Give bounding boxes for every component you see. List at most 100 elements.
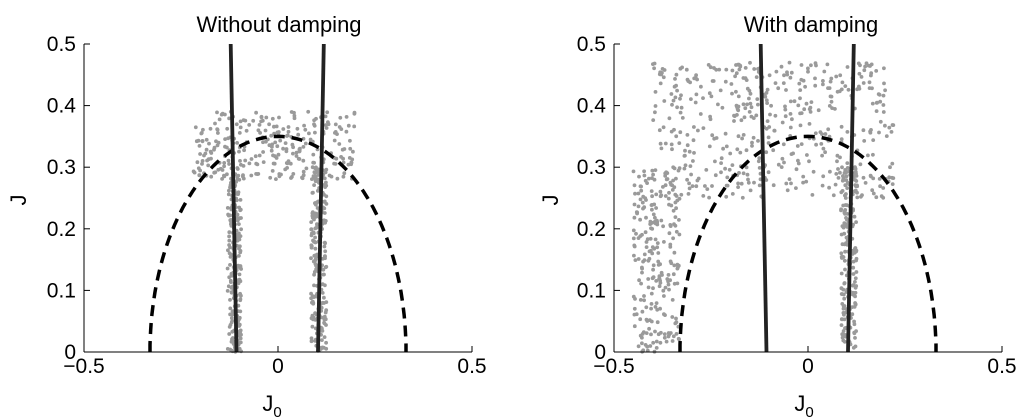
scatter-point <box>321 272 326 277</box>
scatter-point <box>842 304 847 308</box>
scatter-point <box>226 136 231 141</box>
scatter-point <box>283 141 288 146</box>
scatter-point <box>263 128 268 133</box>
scatter-point <box>644 215 648 220</box>
scatter-point <box>651 275 656 279</box>
scatter-point <box>323 265 328 270</box>
scatter-point <box>829 99 834 104</box>
scatter-point <box>870 101 875 106</box>
scatter-point <box>863 181 868 185</box>
scatter-point <box>195 160 200 165</box>
scatter-point <box>348 146 353 151</box>
scatter-point <box>654 192 659 197</box>
scatter-point <box>228 255 233 259</box>
scatter-point <box>854 248 859 253</box>
scatter-point <box>671 165 676 170</box>
scatter-point <box>634 231 638 236</box>
scatter-point <box>235 233 240 238</box>
scatter-point <box>820 183 825 188</box>
scatter-point <box>631 169 636 174</box>
scatter-point <box>633 258 638 262</box>
scatter-point <box>201 127 205 132</box>
scatter-point <box>284 147 289 151</box>
scatter-point <box>654 339 659 344</box>
scatter-point <box>682 166 687 171</box>
scatter-point <box>297 149 302 154</box>
scatter-point <box>632 253 636 258</box>
scatter-point <box>835 153 840 158</box>
scatter-point <box>227 325 232 329</box>
scatter-point <box>313 130 317 135</box>
scatter-point <box>659 146 664 151</box>
scatter-point <box>825 62 830 67</box>
scatter-point <box>212 147 216 152</box>
scatter-point <box>227 188 231 193</box>
scatter-point <box>333 122 338 127</box>
scatter-point <box>261 140 265 145</box>
scatter-point <box>675 266 680 271</box>
scatter-point <box>677 196 682 201</box>
y-tick-label: 0.2 <box>47 218 76 241</box>
scatter-point <box>766 135 771 140</box>
scatter-point <box>851 272 856 276</box>
scatter-points <box>631 60 896 354</box>
scatter-point <box>271 153 275 158</box>
scatter-point <box>836 176 841 180</box>
scatter-point <box>833 182 838 187</box>
scatter-point <box>796 103 801 108</box>
scatter-point <box>346 123 351 128</box>
scatter-point <box>631 236 636 241</box>
scatter-point <box>883 88 887 93</box>
scatter-point <box>653 215 657 220</box>
x-axis-label-main: J <box>794 391 805 416</box>
scatter-point <box>310 231 314 236</box>
scatter-point <box>274 156 279 160</box>
scatter-point <box>779 64 784 69</box>
scatter-point <box>822 69 827 74</box>
scatter-point <box>789 70 794 75</box>
scatter-point <box>237 272 242 277</box>
scatter-point <box>236 173 241 178</box>
scatter-point <box>747 88 752 93</box>
scatter-point <box>674 176 678 181</box>
x-axis-label-subscript: 0 <box>805 404 813 418</box>
scatter-point <box>673 223 678 228</box>
scatter-point <box>285 161 290 166</box>
scatter-point <box>871 152 875 157</box>
scatter-point <box>638 317 643 322</box>
scatter-point <box>877 92 882 97</box>
scatter-point <box>670 183 675 188</box>
scatter-point <box>223 137 228 142</box>
scatter-point <box>813 131 818 136</box>
dashed-boundary-curve <box>148 134 408 352</box>
scatter-point <box>789 181 793 186</box>
y-axis-label: J <box>6 195 31 206</box>
scatter-point <box>640 270 644 275</box>
scatter-point <box>804 179 809 184</box>
scatter-point <box>736 104 741 109</box>
scatter-point <box>255 162 260 167</box>
scatter-point <box>742 115 747 120</box>
scatter-point <box>204 137 209 142</box>
scatter-point <box>866 153 870 158</box>
scatter-point <box>688 164 693 169</box>
scatter-point <box>670 339 675 343</box>
scatter-point <box>651 172 655 177</box>
scatter-point <box>743 66 748 70</box>
scatter-point <box>257 123 262 127</box>
scatter-point <box>238 125 243 130</box>
scatter-point <box>730 68 735 73</box>
scatter-point <box>294 150 299 155</box>
scatter-point <box>839 255 844 259</box>
scatter-point <box>842 210 847 215</box>
scatter-point <box>225 266 230 271</box>
scatter-point <box>653 104 658 108</box>
scatter-point <box>641 259 645 264</box>
scatter-point <box>674 229 679 234</box>
scatter-point <box>323 114 328 119</box>
scatter-point <box>636 204 641 209</box>
scatter-point <box>653 237 658 242</box>
scatter-point <box>772 128 777 133</box>
scatter-point <box>290 175 294 179</box>
scatter-point <box>853 280 857 284</box>
